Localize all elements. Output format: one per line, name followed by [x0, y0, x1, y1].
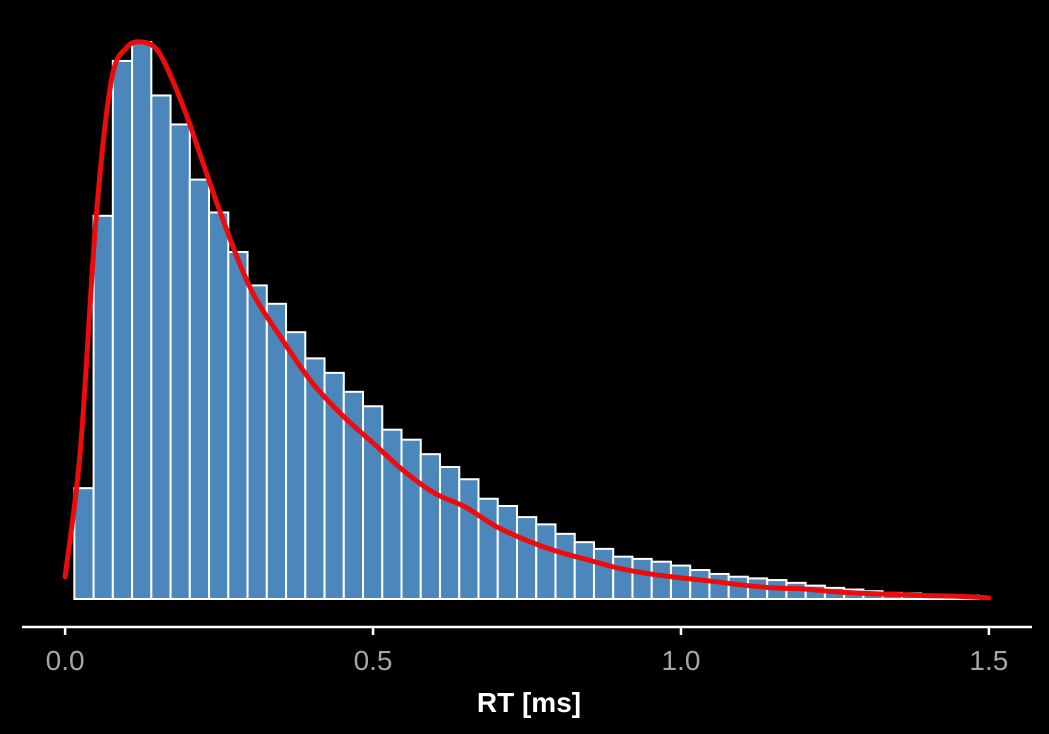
- histogram-bar: [477, 497, 499, 600]
- histogram-bar: [592, 547, 615, 600]
- x-tick-label: 1.0: [661, 645, 700, 676]
- histogram-bar: [419, 453, 442, 600]
- histogram-bar: [208, 211, 230, 601]
- histogram-bar: [554, 532, 576, 600]
- x-tick-label: 0.5: [354, 645, 393, 676]
- histogram-bars: [73, 41, 980, 601]
- histogram-bar: [439, 465, 461, 600]
- histogram-bar: [708, 572, 730, 600]
- histogram-bar: [458, 478, 480, 600]
- histogram-bar: [689, 569, 711, 601]
- density-curve: [62, 39, 992, 601]
- histogram-bar: [150, 94, 172, 601]
- histogram-bar: [265, 302, 288, 600]
- histogram-bar: [535, 523, 557, 600]
- histogram-bar: [631, 557, 653, 600]
- histogram-bar: [169, 123, 191, 600]
- histogram-bar: [111, 59, 134, 601]
- x-axis-ticks: 0.0 0.5 1.0 1.5: [46, 627, 1008, 676]
- histogram-bar: [612, 555, 634, 601]
- histogram-bar: [246, 284, 268, 600]
- x-tick-label: 1.5: [969, 645, 1008, 676]
- histogram-bar: [73, 487, 95, 601]
- histogram-bar: [227, 250, 249, 600]
- x-tick-label: 0.0: [46, 645, 85, 676]
- histogram-bar: [400, 438, 422, 600]
- histogram-bar: [727, 575, 749, 600]
- histogram-bar: [650, 560, 672, 601]
- histogram-bar: [515, 516, 538, 600]
- histogram-bar: [92, 214, 114, 600]
- x-axis-title: RT [ms]: [477, 687, 581, 718]
- histogram-bar: [496, 504, 518, 600]
- histogram-bar: [669, 564, 692, 601]
- histogram-bar: [573, 541, 595, 600]
- histogram-bar: [188, 178, 211, 600]
- histogram-bar: [131, 41, 153, 600]
